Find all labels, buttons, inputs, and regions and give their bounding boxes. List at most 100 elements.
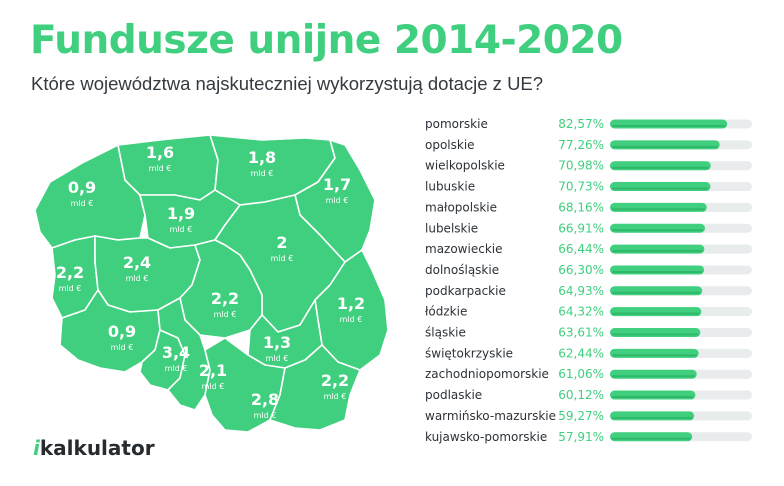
bar-shade	[612, 354, 697, 357]
bar-shade	[612, 145, 718, 148]
value-label: 61,06%	[558, 367, 604, 381]
bar	[610, 390, 696, 400]
value-label: 64,32%	[558, 305, 604, 319]
bar	[610, 202, 707, 212]
logo: ikalkulator	[33, 436, 155, 460]
map-unit-label: mld €	[170, 225, 193, 234]
map-unit-label: mld €	[165, 364, 188, 373]
value-label: 62,44%	[558, 346, 604, 360]
map-unit-label: mld €	[271, 254, 294, 263]
value-label: 63,61%	[558, 326, 604, 340]
value-label: 59,27%	[558, 409, 604, 423]
category-label: pomorskie	[425, 117, 488, 131]
map-value-label: 2,2	[56, 263, 84, 282]
bar-row: lubelskie 66,91%	[425, 221, 752, 235]
map-value-label: 2,2	[211, 289, 239, 308]
category-label: łódzkie	[425, 305, 467, 319]
value-label: 66,30%	[558, 263, 604, 277]
map-unit-label: mld €	[126, 274, 149, 283]
map-unit-label: mld €	[340, 315, 363, 324]
bar	[610, 411, 695, 421]
bar	[610, 286, 703, 296]
logo-text: kalkulator	[39, 436, 155, 460]
category-label: lubelskie	[425, 221, 478, 235]
bar-row: świętokrzyskie 62,44%	[425, 346, 752, 360]
map-value-label: 1,6	[146, 143, 174, 162]
bar-row: opolskie 77,26%	[425, 138, 752, 152]
map-value-label: 2,4	[123, 253, 151, 272]
map-unit-label: mld €	[266, 354, 289, 363]
map-value-label: 2,1	[199, 361, 227, 380]
map-value-label: 1,3	[263, 333, 291, 352]
bar-shade	[612, 291, 701, 294]
bar-shade	[612, 229, 704, 232]
map-unit-label: mld €	[59, 284, 82, 293]
value-label: 68,16%	[558, 200, 604, 214]
category-label: małopolskie	[425, 200, 497, 214]
category-label: zachodniopomorskie	[425, 367, 549, 381]
value-label: 66,44%	[558, 242, 604, 256]
map-value-label: 0,9	[68, 178, 96, 197]
value-label: 82,57%	[558, 117, 604, 131]
bar-row: pomorskie 82,57%	[425, 117, 752, 131]
bar	[610, 223, 706, 233]
bar-row: warmińsko-mazurskie 59,27%	[425, 409, 752, 423]
category-label: warmińsko-mazurskie	[425, 409, 556, 423]
bar-row: podkarpackie 64,93%	[425, 284, 752, 298]
value-label: 66,91%	[558, 221, 604, 235]
category-label: podlaskie	[425, 388, 482, 402]
bar-row: łódzkie 64,32%	[425, 305, 752, 319]
bar-shade	[612, 270, 703, 273]
bar	[610, 369, 697, 379]
map-unit-label: mld €	[149, 164, 172, 173]
bar-shade	[612, 250, 703, 253]
bar	[610, 119, 728, 129]
map-value-label: 0,9	[108, 322, 136, 341]
bar-shade	[612, 125, 726, 127]
bar-shade	[612, 437, 691, 440]
category-label: mazowieckie	[425, 242, 502, 256]
bar-row: śląskie 63,61%	[425, 326, 752, 340]
bar-row: dolnośląskie 66,30%	[425, 263, 752, 277]
value-label: 64,93%	[558, 284, 604, 298]
bar-row: mazowieckie 66,44%	[425, 242, 752, 256]
category-label: dolnośląskie	[425, 263, 499, 277]
page-subtitle: Które województwa najskuteczniej wykorzy…	[31, 73, 544, 94]
value-label: 57,91%	[558, 430, 604, 444]
map-unit-label: mld €	[254, 411, 277, 420]
category-label: kujawsko-pomorskie	[425, 430, 547, 444]
category-label: lubuskie	[425, 180, 475, 194]
value-label: 77,26%	[558, 138, 604, 152]
bar	[610, 328, 701, 337]
bar-row: kujawsko-pomorskie 57,91%	[425, 430, 752, 444]
map-unit-label: mld €	[214, 310, 237, 319]
category-label: świętokrzyskie	[425, 346, 513, 360]
bar-shade	[612, 166, 709, 169]
bar	[610, 432, 693, 442]
category-label: wielkopolskie	[425, 159, 505, 173]
bar	[610, 244, 705, 254]
bar-row: małopolskie 68,16%	[425, 200, 752, 214]
map-unit-label: mld €	[71, 199, 94, 208]
bar-shade	[612, 375, 695, 378]
value-label: 60,12%	[558, 388, 604, 402]
value-label: 70,98%	[558, 159, 604, 173]
bar	[610, 140, 720, 150]
region-slaskie	[157, 297, 211, 411]
bar	[610, 182, 711, 192]
category-label: opolskie	[425, 138, 475, 152]
map-unit-label: mld €	[251, 169, 274, 178]
map-unit-label: mld €	[326, 196, 349, 205]
bar-shade	[612, 333, 699, 336]
map-value-label: 1,2	[337, 294, 365, 313]
bar	[610, 348, 699, 358]
bar	[610, 161, 711, 171]
map-value-label: 2,8	[251, 390, 279, 409]
map-unit-label: mld €	[324, 392, 347, 401]
map-value-label: 2,2	[321, 371, 349, 390]
map-unit-label: mld €	[202, 382, 225, 391]
map-value-label: 1,8	[248, 148, 276, 167]
map-value-label: 1,9	[167, 204, 195, 223]
